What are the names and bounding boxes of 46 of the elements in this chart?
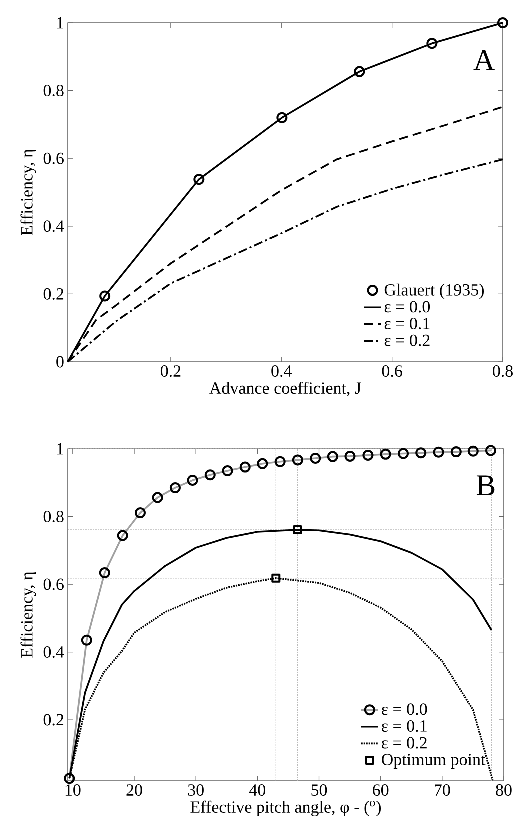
y-tick-label: 0.2 bbox=[44, 288, 64, 300]
y-tick-label: 1 bbox=[57, 443, 64, 455]
y-tick-label: 0.6 bbox=[44, 152, 64, 164]
y-axis-title: Efficiency, η bbox=[20, 572, 36, 658]
y-tick-label: 0.6 bbox=[44, 578, 64, 590]
x-tick-label: 0.8 bbox=[493, 366, 513, 378]
x-tick-label: 10 bbox=[66, 784, 81, 796]
annotation: B bbox=[476, 476, 495, 496]
point bbox=[293, 525, 302, 534]
y-tick-label: 0.8 bbox=[44, 85, 64, 97]
y-axis-title: Efficiency, η bbox=[20, 150, 36, 236]
x-tick-label: 30 bbox=[188, 784, 204, 796]
legend-label: ε = 0.0 bbox=[382, 704, 428, 716]
point bbox=[272, 574, 281, 583]
y-tick-label: 0.2 bbox=[44, 714, 64, 726]
x-tick-label: 0.6 bbox=[382, 366, 402, 378]
y-tick-label: 0.4 bbox=[44, 646, 64, 658]
point bbox=[354, 66, 366, 78]
annotation: A bbox=[474, 50, 495, 70]
legend-label: Optimum point bbox=[382, 754, 486, 769]
legend-label: ε = 0.1 bbox=[382, 720, 427, 732]
legend-label: ε = 0.2 bbox=[382, 737, 427, 749]
point bbox=[498, 17, 509, 28]
point bbox=[426, 38, 438, 50]
x-tick-label: 50 bbox=[312, 784, 328, 796]
x-tick-label: 0.2 bbox=[160, 366, 181, 378]
x-axis-title: Advance coefficient, J bbox=[210, 382, 362, 397]
x-tick-label: 70 bbox=[435, 784, 450, 796]
legend-label: ε = 0.0 bbox=[384, 301, 430, 313]
point bbox=[100, 290, 111, 302]
x-tick-label: 40 bbox=[250, 784, 266, 796]
legend-label: Glauert (1935) bbox=[384, 284, 484, 300]
y-tick-label: 1 bbox=[57, 17, 64, 29]
legend-label: ε = 0.2 bbox=[384, 334, 430, 346]
x-tick-label: 80 bbox=[496, 784, 512, 796]
point bbox=[194, 174, 205, 186]
x-tick-label: 60 bbox=[373, 784, 389, 796]
x-axis-title: Effective pitch angle, φ - ($^{o}$) bbox=[190, 800, 382, 817]
y-tick-label: 0.8 bbox=[44, 510, 64, 523]
y-tick-label: 0 bbox=[56, 356, 64, 368]
legend-label: ε = 0.1 bbox=[384, 318, 430, 330]
x-tick-label: 20 bbox=[126, 784, 142, 796]
point bbox=[64, 773, 76, 784]
point bbox=[276, 112, 288, 124]
y-tick-label: 0.4 bbox=[44, 220, 64, 232]
x-tick-label: 0.4 bbox=[272, 366, 292, 378]
